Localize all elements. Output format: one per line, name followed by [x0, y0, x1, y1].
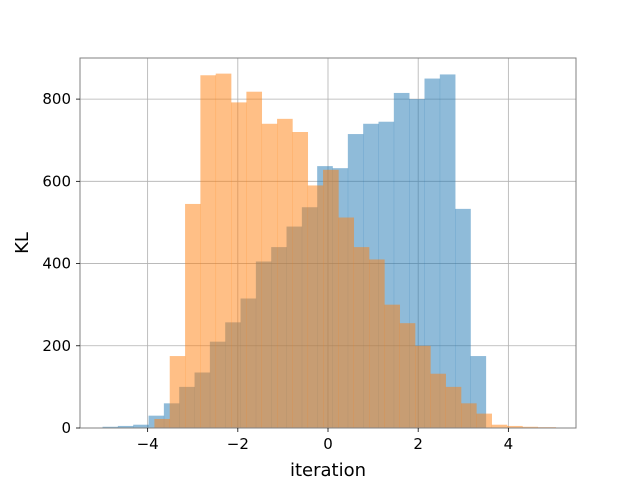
histogram-bar-series-2 — [231, 102, 247, 429]
histogram-bar-series-2 — [200, 75, 217, 429]
histogram-bar-series-2 — [445, 386, 462, 428]
histogram-bar-series-2 — [261, 123, 278, 429]
histogram-bar-series-2 — [185, 203, 201, 428]
histogram-bar-series-2 — [169, 356, 186, 428]
y-tick-label: 200 — [42, 337, 71, 355]
histogram-bar-series-1 — [424, 78, 441, 429]
histogram-bar-series-2 — [323, 169, 339, 429]
y-tick-label: 0 — [61, 419, 71, 437]
axis-ticks: −4 −2 0 2 4 0 200 400 600 800 — [42, 90, 513, 453]
histogram-bar-series-2 — [491, 424, 508, 428]
histogram-bar-series-2 — [430, 373, 446, 428]
histogram-bar-series-2 — [338, 217, 355, 428]
histogram-bar-series-1 — [117, 425, 134, 428]
x-tick-label: −2 — [227, 435, 249, 453]
histogram-bar-series-1 — [102, 426, 119, 428]
histogram-bar-series-2 — [307, 185, 324, 428]
histogram-bar-series-2 — [507, 425, 523, 428]
histogram-bar-series-1 — [455, 208, 471, 428]
histogram-bar-series-2 — [292, 132, 309, 428]
y-tick-label: 600 — [42, 172, 71, 190]
histogram-bar-series-2 — [353, 247, 370, 428]
histogram-bar-series-1 — [133, 424, 149, 428]
histogram-bar-series-2 — [215, 73, 232, 428]
x-tick-label: 4 — [504, 435, 514, 453]
x-tick-label: −4 — [137, 435, 159, 453]
histogram-bar-series-2 — [476, 413, 492, 428]
y-tick-label: 800 — [42, 90, 71, 108]
histogram-bar-series-2 — [415, 345, 431, 428]
histogram-bar-series-2 — [277, 118, 293, 428]
histogram-bar-series-2 — [522, 426, 538, 428]
histogram-bar-series-2 — [246, 91, 263, 428]
histogram-bar-series-2 — [399, 323, 416, 428]
histogram-bar-series-2 — [154, 418, 171, 428]
histogram-bars — [102, 73, 557, 429]
histogram-bar-series-2 — [384, 304, 400, 428]
x-tick-label: 2 — [413, 435, 423, 453]
x-axis-label: iteration — [290, 460, 366, 480]
y-axis-label: KL — [12, 232, 33, 254]
histogram-bar-series-1 — [439, 74, 456, 428]
x-tick-label: 0 — [323, 435, 333, 453]
y-tick-label: 400 — [42, 255, 71, 273]
histogram-bar-series-2 — [461, 403, 477, 428]
histogram-bar-series-2 — [369, 259, 385, 428]
